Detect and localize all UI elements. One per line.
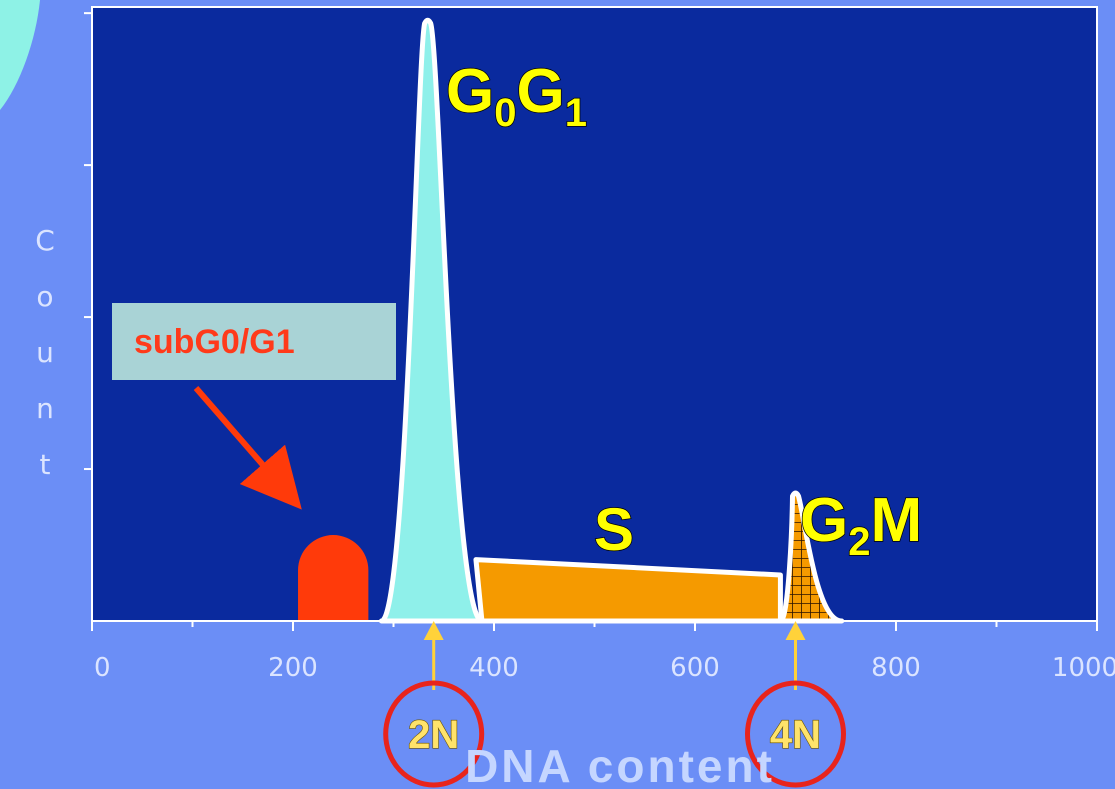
marker-label: 2N	[408, 713, 459, 757]
region-subg0-g1	[298, 535, 368, 621]
x-tick-label: 1000	[1052, 653, 1115, 683]
callout-label: subG0/G1	[134, 323, 295, 361]
marker-arrowhead	[424, 621, 444, 640]
marker-arrowhead	[786, 621, 806, 640]
x-tick-label: 800	[871, 653, 921, 683]
s-phase-label: S	[594, 496, 634, 563]
x-tick-label: 200	[268, 653, 318, 683]
x-tick-label: 600	[670, 653, 720, 683]
x-tick-label: 0	[94, 653, 111, 683]
x-tick-labels: 0 200 400 600 800 1000	[94, 653, 1115, 683]
corner-decoration	[0, 0, 40, 110]
x-axis-label: DNA content	[465, 740, 775, 789]
x-tick-label: 400	[469, 653, 519, 683]
marker-label: 4N	[770, 713, 821, 757]
